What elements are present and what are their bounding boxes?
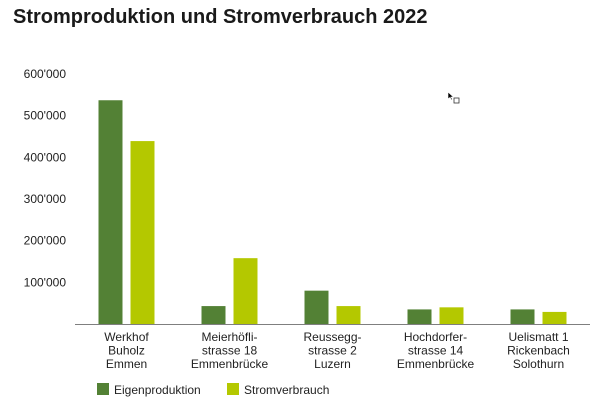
category-labels: Werkhof Buholz Emmen Meierhöfli-strasse 18 E… xyxy=(104,330,570,371)
y-tick-label: 100'000 xyxy=(24,275,67,289)
bar-eigenproduktion xyxy=(201,306,226,324)
bar-stromverbrauch xyxy=(336,306,361,324)
y-axis-ticks: 100'000 200'000 300'000 400'000 500'000 600'0… xyxy=(24,67,67,289)
bar-eigenproduktion xyxy=(510,309,535,324)
legend-label: Stromverbrauch xyxy=(244,383,329,397)
y-tick-label: 400'000 xyxy=(24,150,67,164)
mouse-cursor-icon xyxy=(447,91,460,104)
y-tick-label: 300'000 xyxy=(24,192,67,206)
legend-swatch-eigenproduktion xyxy=(97,383,109,395)
x-category-label: Hochdorfer-strasse 14 Emmenbrücke xyxy=(397,330,475,371)
chart-title: Stromproduktion und Stromverbrauch 2022 xyxy=(13,6,428,28)
y-tick-label: 200'000 xyxy=(24,234,67,248)
bar-stromverbrauch xyxy=(233,258,258,324)
y-tick-label: 500'000 xyxy=(24,109,67,123)
legend: Eigenproduktion Stromverbrauch xyxy=(97,383,329,397)
bar-stromverbrauch xyxy=(542,311,567,324)
bar-eigenproduktion xyxy=(304,290,329,324)
x-category-label: Meierhöfli-strasse 18 Emmenbrücke xyxy=(191,330,269,371)
bar-eigenproduktion xyxy=(407,309,432,324)
x-category-label: Werkhof Buholz Emmen xyxy=(104,330,149,371)
bars xyxy=(98,100,567,324)
bar-eigenproduktion xyxy=(98,100,123,324)
bar-stromverbrauch xyxy=(439,307,464,324)
x-category-label: Reussegg-strasse 2 Luzern xyxy=(303,330,361,371)
legend-swatch-stromverbrauch xyxy=(227,383,239,395)
bar-stromverbrauch xyxy=(130,141,155,324)
legend-label: Eigenproduktion xyxy=(114,383,201,397)
y-tick-label: 600'000 xyxy=(24,67,67,81)
x-category-label: Uelismatt 1 Rickenbach Solothurn xyxy=(507,330,570,371)
